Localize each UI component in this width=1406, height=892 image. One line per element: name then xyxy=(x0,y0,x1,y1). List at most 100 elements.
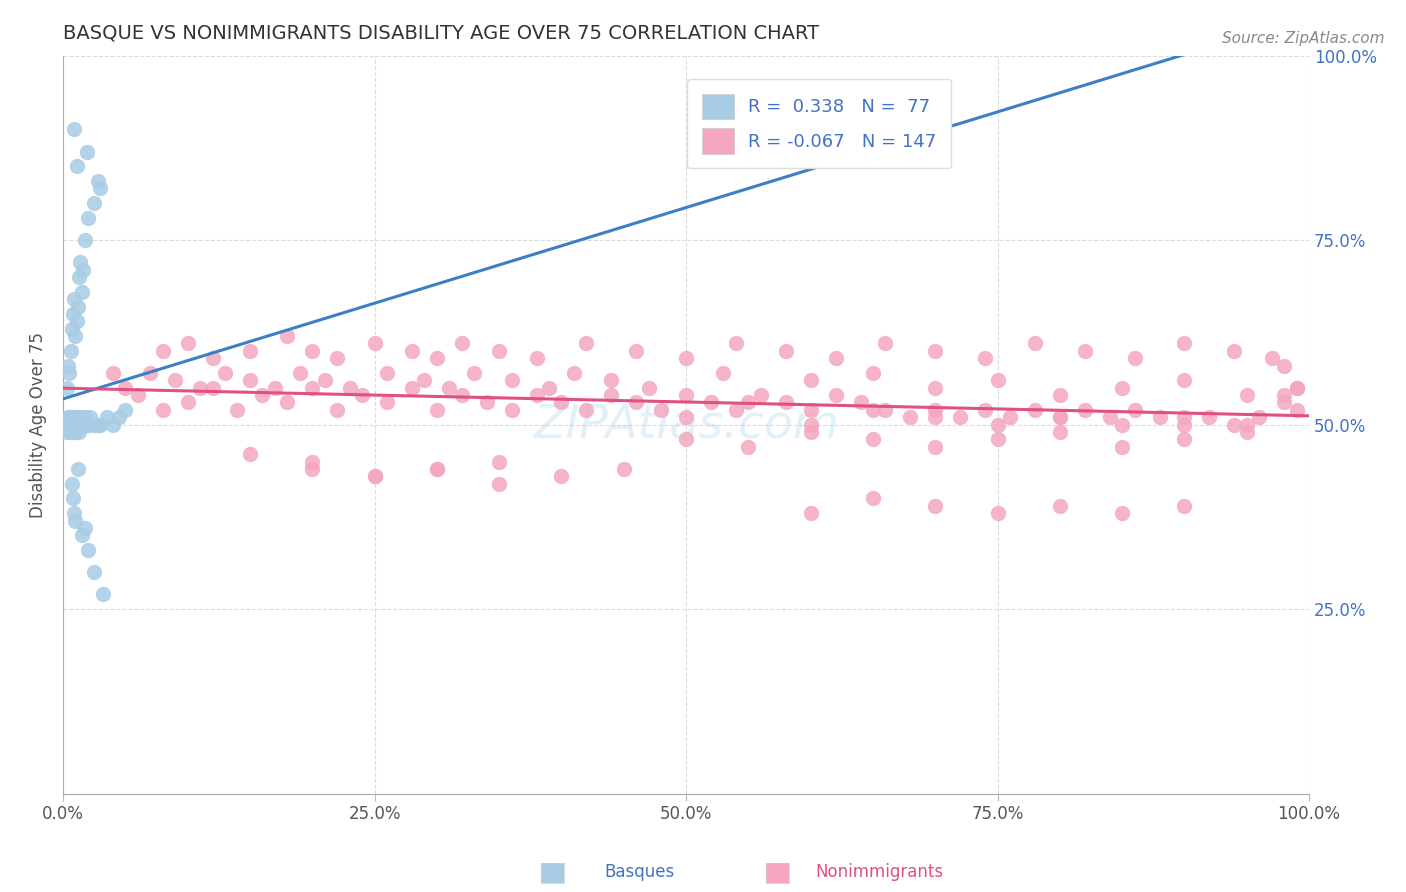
Point xyxy=(75,521,97,535)
Point xyxy=(737,395,759,409)
Point xyxy=(66,417,89,432)
Point xyxy=(1111,417,1133,432)
Point xyxy=(1049,410,1071,425)
Point xyxy=(600,373,623,387)
Point xyxy=(176,336,198,351)
Text: BASQUE VS NONIMMIGRANTS DISABILITY AGE OVER 75 CORRELATION CHART: BASQUE VS NONIMMIGRANTS DISABILITY AGE O… xyxy=(63,24,820,43)
Point xyxy=(501,402,523,417)
Point xyxy=(114,402,136,417)
Point xyxy=(89,181,111,195)
Point xyxy=(301,343,323,358)
Point xyxy=(675,433,697,447)
Point xyxy=(824,388,846,402)
Point xyxy=(66,410,89,425)
Point xyxy=(58,366,80,380)
Point xyxy=(1173,433,1195,447)
Point xyxy=(55,417,77,432)
Point xyxy=(301,462,323,476)
Point xyxy=(83,566,105,580)
Point xyxy=(675,388,697,402)
Point xyxy=(924,381,946,395)
Point xyxy=(987,373,1010,387)
Point xyxy=(239,343,262,358)
Point xyxy=(775,343,797,358)
Point xyxy=(537,381,560,395)
Point xyxy=(60,476,83,491)
Point xyxy=(526,351,548,366)
Point xyxy=(76,145,98,159)
Point xyxy=(56,410,79,425)
Point xyxy=(1049,410,1071,425)
Point xyxy=(800,373,823,387)
Point xyxy=(1236,417,1258,432)
Point xyxy=(363,336,385,351)
Point xyxy=(987,417,1010,432)
Point xyxy=(562,366,585,380)
Point xyxy=(924,402,946,417)
Point xyxy=(824,351,846,366)
Legend: R =  0.338   N =  77, R = -0.067   N = 147: R = 0.338 N = 77, R = -0.067 N = 147 xyxy=(688,79,950,169)
Point xyxy=(60,321,83,335)
Point xyxy=(637,381,659,395)
Point xyxy=(1111,506,1133,520)
Point xyxy=(488,454,510,468)
Text: Source: ZipAtlas.com: Source: ZipAtlas.com xyxy=(1222,31,1385,46)
Point xyxy=(849,395,872,409)
Point xyxy=(127,388,149,402)
Point xyxy=(426,462,449,476)
Point xyxy=(214,366,236,380)
Point xyxy=(75,233,97,247)
Point xyxy=(439,381,461,395)
Point xyxy=(575,336,598,351)
Point xyxy=(650,402,672,417)
Point xyxy=(176,395,198,409)
Point xyxy=(60,417,83,432)
Point xyxy=(1272,388,1295,402)
Point xyxy=(375,395,398,409)
Point xyxy=(713,366,735,380)
Point xyxy=(66,300,89,314)
Point xyxy=(1173,417,1195,432)
Point xyxy=(426,402,449,417)
Point xyxy=(987,433,1010,447)
Point xyxy=(252,388,274,402)
Point xyxy=(1123,402,1146,417)
Point xyxy=(862,491,884,506)
Point xyxy=(101,366,124,380)
Point xyxy=(1198,410,1220,425)
Point xyxy=(77,543,100,558)
Point xyxy=(575,402,598,417)
Point xyxy=(62,425,84,439)
Point xyxy=(949,410,972,425)
Point xyxy=(96,410,118,425)
Point xyxy=(239,447,262,461)
Point xyxy=(276,329,298,343)
Point xyxy=(1223,417,1246,432)
Point xyxy=(59,417,82,432)
Text: Nonimmigrants: Nonimmigrants xyxy=(815,863,943,881)
Point xyxy=(152,343,174,358)
Point xyxy=(1111,440,1133,454)
Point xyxy=(58,425,80,439)
Point xyxy=(1074,402,1097,417)
Point xyxy=(62,417,84,432)
Point xyxy=(114,381,136,395)
Text: ZIPAtlas.com: ZIPAtlas.com xyxy=(533,402,839,447)
Point xyxy=(83,417,105,432)
Point xyxy=(65,514,87,528)
Point xyxy=(152,402,174,417)
Point xyxy=(139,366,162,380)
Point xyxy=(326,402,349,417)
Point xyxy=(775,395,797,409)
Point xyxy=(63,506,86,520)
Point xyxy=(862,402,884,417)
Point xyxy=(600,388,623,402)
Point xyxy=(301,454,323,468)
Point xyxy=(924,410,946,425)
Point xyxy=(1098,410,1121,425)
Point xyxy=(59,417,82,432)
Point xyxy=(624,343,647,358)
Point xyxy=(624,395,647,409)
Point xyxy=(550,469,572,483)
Point xyxy=(72,262,94,277)
